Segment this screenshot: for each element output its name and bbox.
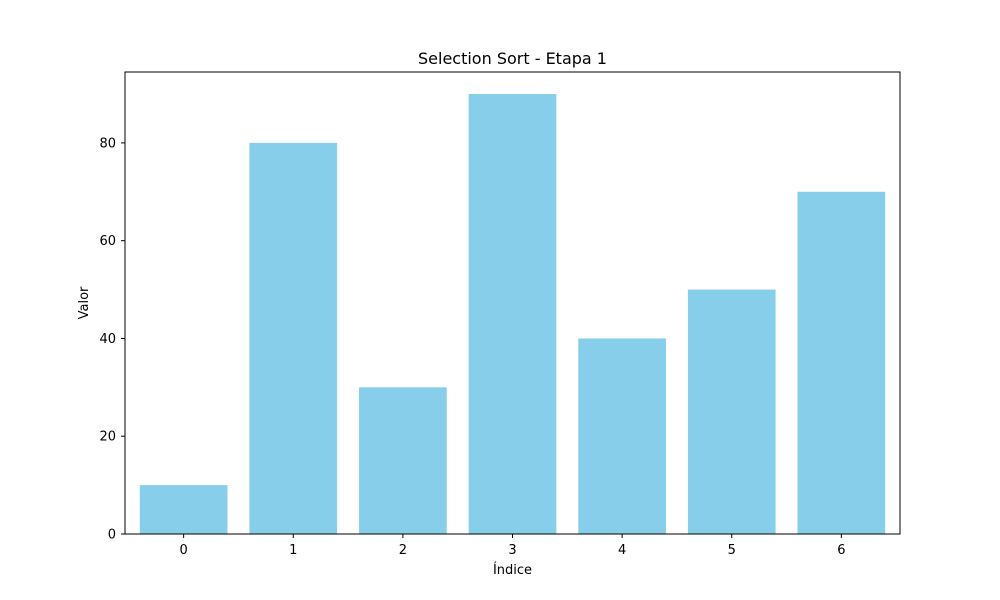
- y-tick-label: 20: [99, 430, 116, 445]
- x-tick-label: 2: [399, 543, 407, 558]
- chart-title: Selection Sort - Etapa 1: [418, 49, 607, 68]
- bar-6: [797, 191, 886, 534]
- bar-0: [139, 485, 228, 534]
- bar-1: [249, 142, 338, 534]
- y-axis-ticks: 0 20 40 60 80: [99, 136, 125, 543]
- bar-2: [359, 387, 447, 534]
- x-tick-label: 3: [508, 543, 516, 558]
- y-tick-label: 40: [99, 332, 116, 347]
- bar-3: [468, 94, 557, 534]
- x-axis-label: Índice: [493, 562, 532, 578]
- x-tick-label: 6: [837, 543, 845, 558]
- y-axis-label: Valor: [77, 286, 92, 319]
- x-tick-label: 5: [728, 543, 736, 558]
- y-tick-label: 0: [108, 528, 116, 543]
- bar-4: [578, 338, 666, 534]
- x-axis-ticks: 0 1 2 3 4 5 6: [180, 534, 845, 558]
- x-tick-label: 4: [618, 543, 626, 558]
- x-tick-label: 1: [289, 543, 297, 558]
- bars-group: [139, 94, 886, 534]
- plot-area-frame: [124, 71, 901, 535]
- bar-5: [687, 289, 776, 534]
- x-tick-label: 0: [180, 543, 188, 558]
- y-tick-label: 60: [99, 234, 116, 249]
- y-tick-label: 80: [99, 136, 116, 151]
